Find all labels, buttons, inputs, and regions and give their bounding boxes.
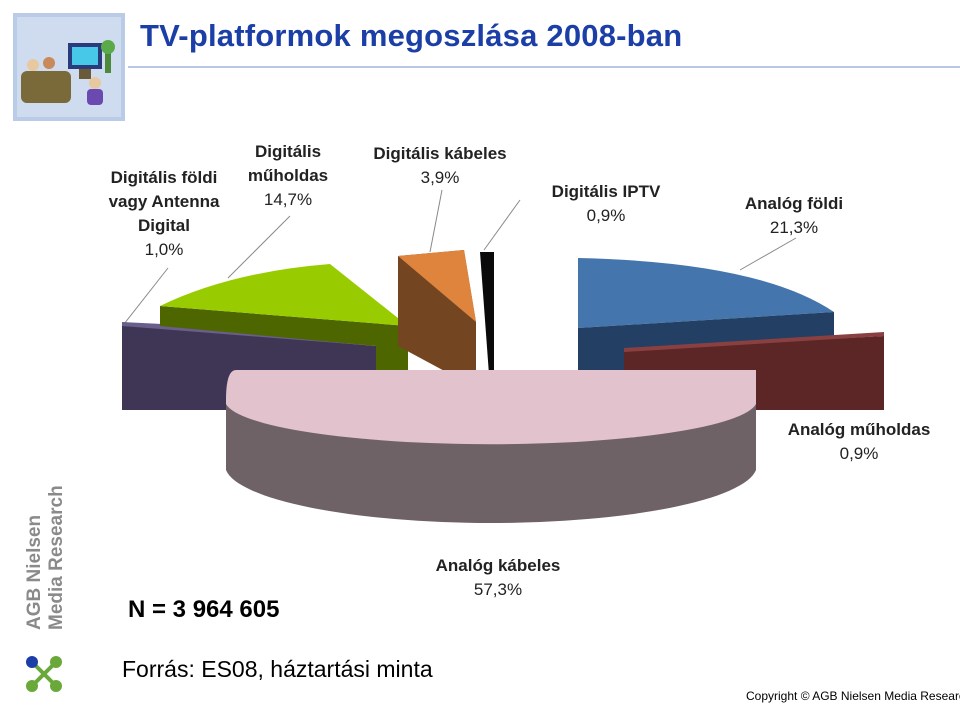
label-digital-kabeles-name: Digitális kábeles <box>373 144 507 163</box>
label-analog-muholdas-value: 0,9% <box>839 444 879 463</box>
copyright: Copyright © AGB Nielsen Media Research <box>746 689 960 703</box>
label-digital-kabeles: Digitális kábeles 3,9% <box>346 142 534 190</box>
label-digital-foldi-value: 1,0% <box>144 240 184 259</box>
slice-digital-kabeles-top <box>398 250 476 322</box>
tv-family-logo <box>13 13 125 121</box>
label-analog-kabeles-value: 57,3% <box>473 580 523 599</box>
agb-nielsen-brand: AGB Nielsen Media Research <box>18 480 68 640</box>
leader-line-digital-foldi <box>123 267 169 325</box>
slice-digital-muholdas-top <box>160 264 408 326</box>
label-analog-foldi-value: 21,3% <box>769 218 819 237</box>
slice-analog-muholdas-top <box>624 332 884 352</box>
leader-line-iptv <box>483 199 521 251</box>
label-digital-muholdas: Digitális műholdas 14,7% <box>230 140 346 212</box>
label-digital-foldi-name: Digitális földi vagy Antenna Digital <box>108 168 220 235</box>
source-note: Forrás: ES08, háztartási minta <box>122 656 433 682</box>
label-digital-foldi: Digitális földi vagy Antenna Digital 1,0… <box>92 166 236 262</box>
label-digital-muholdas-value: 14,7% <box>263 190 313 209</box>
slice-analog-kabeles-top <box>226 370 756 445</box>
label-analog-muholdas-name: Analóg műholdas <box>787 420 931 439</box>
leader-line-analog-foldi <box>739 237 797 271</box>
label-analog-foldi: Analóg földi 21,3% <box>718 192 870 240</box>
leader-line-digital-muholdas <box>227 215 291 279</box>
label-iptv-value: 0,9% <box>586 206 626 225</box>
label-analog-kabeles: Analóg kábeles 57,3% <box>412 554 584 602</box>
label-analog-muholdas: Analóg műholdas 0,9% <box>766 418 952 466</box>
leader-line-digital-kabeles <box>429 189 443 253</box>
label-digital-muholdas-name: Digitális műholdas <box>247 142 329 185</box>
slice-digital-muholdas-side <box>160 306 408 380</box>
label-iptv-name: Digitális IPTV <box>551 182 661 201</box>
brand-line-1: AGB Nielsen <box>24 515 45 630</box>
page-title: TV-platformok megoszlása 2008-ban <box>140 18 683 53</box>
slice-iptv <box>480 252 494 388</box>
sample-size: N = 3 964 605 <box>128 596 280 623</box>
slice-analog-foldi-top <box>578 258 834 328</box>
label-analog-foldi-name: Analóg földi <box>744 194 844 213</box>
title-divider <box>128 66 960 68</box>
label-iptv: Digitális IPTV 0,9% <box>520 180 692 228</box>
label-digital-kabeles-value: 3,9% <box>420 168 460 187</box>
brand-line-2: Media Research <box>46 485 67 630</box>
brand-dots-icon <box>22 652 66 696</box>
label-analog-kabeles-name: Analóg kábeles <box>435 556 561 575</box>
